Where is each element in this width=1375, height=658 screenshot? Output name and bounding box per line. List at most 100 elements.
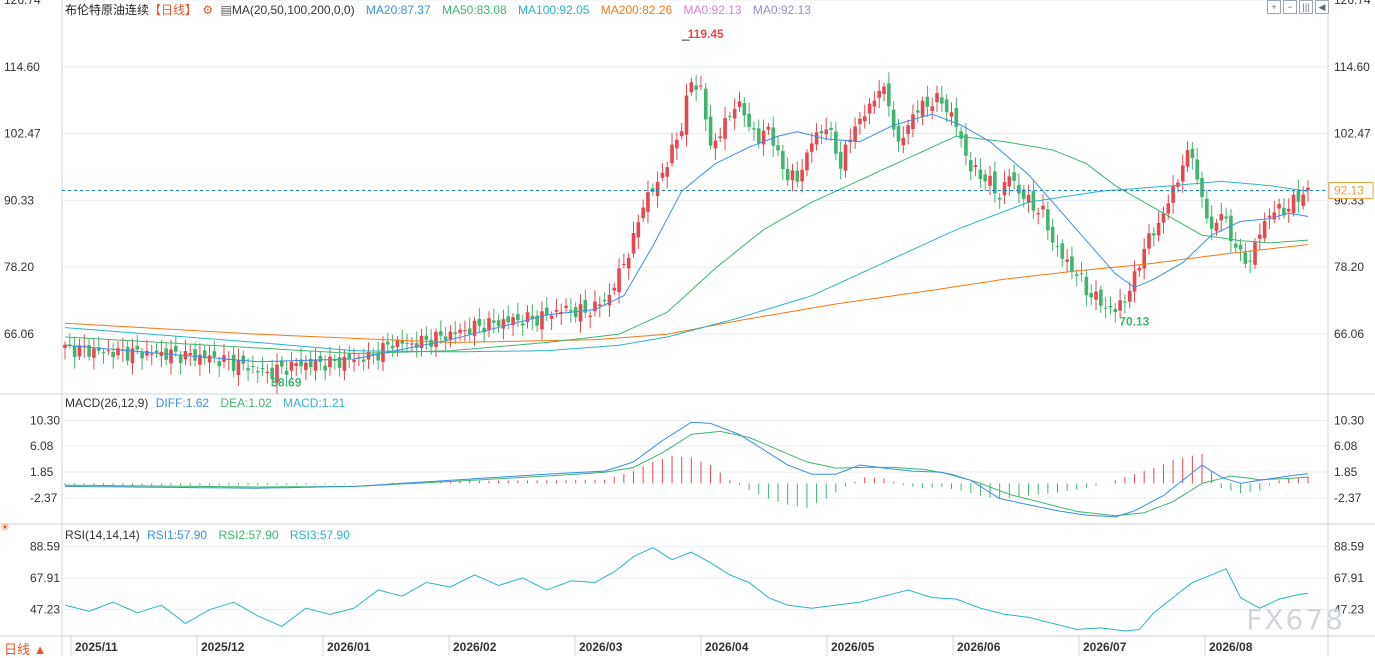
candle-body <box>318 355 323 363</box>
candle-body <box>732 109 737 119</box>
candle-body <box>424 335 429 340</box>
settings-icon[interactable]: ⚙ <box>202 3 214 17</box>
candle-body <box>978 169 983 179</box>
candle-body <box>1272 212 1277 220</box>
zoom-out-icon[interactable]: − <box>1283 0 1297 14</box>
candle-body <box>1050 226 1055 243</box>
candle-body <box>111 352 115 358</box>
candle-body <box>679 131 684 137</box>
candle-body <box>805 152 809 171</box>
candle-body <box>77 345 82 357</box>
candle-body <box>472 320 477 336</box>
low-annotation-2025: 58.69 <box>271 375 301 389</box>
candle-body <box>1233 243 1238 248</box>
candle-body <box>843 144 848 171</box>
candle-body <box>260 368 265 370</box>
x-axis-label: 2026/05 <box>831 640 875 654</box>
candle-body <box>284 370 289 375</box>
rsi-legend: RSI(14,14,14) RSI1:57.90 RSI2:57.90 RSI3… <box>65 528 358 542</box>
bars-icon[interactable]: ||| <box>1299 0 1313 14</box>
candle-body <box>294 363 299 366</box>
candle-body <box>1214 222 1219 232</box>
candle-body <box>636 222 641 238</box>
ma200-line <box>64 244 1309 344</box>
candle-body <box>877 90 882 98</box>
candle-body <box>265 371 270 373</box>
candle-body <box>607 294 612 306</box>
macd-tick-left: 1.85 <box>30 465 54 479</box>
candle-body <box>631 233 636 254</box>
rsi3-value: RSI3:57.90 <box>289 528 350 542</box>
candle-body <box>930 106 935 111</box>
scroll-left-icon[interactable]: ◀ <box>1315 0 1329 14</box>
price-tick-left: 90.33 <box>4 193 34 207</box>
candle-body <box>491 320 496 323</box>
price-tick-left: 102.47 <box>4 127 41 141</box>
macd-diff: DIFF:1.62 <box>155 396 210 410</box>
candle-body <box>944 99 949 113</box>
candle-body <box>289 361 294 371</box>
candle-body <box>1041 205 1045 210</box>
rsi-tick-right: 67.91 <box>1334 571 1364 585</box>
legend-ma200: MA200:82.26 <box>600 3 673 17</box>
candle-body <box>776 145 780 151</box>
macd-diff-line <box>65 421 1309 518</box>
rsi-tick-left: 47.23 <box>30 602 60 616</box>
candle-body <box>747 113 751 127</box>
candle-body <box>87 345 91 357</box>
candle-body <box>1065 259 1069 262</box>
rsi1-value: RSI1:57.90 <box>147 528 208 542</box>
candle-body <box>940 97 944 104</box>
ma50-line <box>64 135 1309 355</box>
candle-body <box>304 362 308 371</box>
candle-body <box>949 112 954 117</box>
candle-body <box>1152 233 1156 236</box>
candle-body <box>419 335 424 349</box>
candle-body <box>328 356 332 368</box>
candle-body <box>814 132 819 145</box>
candle-body <box>448 331 453 340</box>
candle-body <box>178 355 183 364</box>
candle-body <box>1301 194 1305 206</box>
candle-body <box>280 360 284 367</box>
candle-body <box>347 353 352 360</box>
price-legend: 布伦特原油连续【日线】 ⚙ ▤MA(20,50,100,200,0,0) MA2… <box>65 1 819 18</box>
candle-body <box>313 359 318 371</box>
candle-body <box>1205 198 1209 219</box>
candle-body <box>915 110 920 113</box>
candle-body <box>655 181 660 197</box>
zoom-in-icon[interactable]: + <box>1267 0 1281 14</box>
price-tick-left: 126.74 <box>4 0 41 7</box>
period-button[interactable]: 日线 ▲ <box>4 642 47 657</box>
candle-body <box>1070 256 1074 272</box>
candle-body <box>564 305 568 308</box>
candle-body <box>703 88 708 120</box>
candle-body <box>1147 233 1151 249</box>
candle-body <box>1282 208 1286 216</box>
current-price-label: 92.13 <box>1334 183 1364 197</box>
macd-tick-right: 6.08 <box>1334 439 1358 453</box>
legend-symbol: 布伦特原油连续 <box>65 3 150 17</box>
legend-ma-label: MA(20,50,100,200,0,0) <box>231 3 355 17</box>
candle-body <box>1113 308 1118 312</box>
candle-body <box>530 315 535 320</box>
candle-body <box>997 197 1002 200</box>
indicator-icon[interactable]: ▤ <box>220 3 232 17</box>
x-axis-label: 2026/01 <box>327 640 371 654</box>
candle-body <box>781 150 785 169</box>
candle-body <box>1190 148 1195 159</box>
candle-body <box>1017 184 1021 194</box>
candle-body <box>1248 260 1252 262</box>
candle-body <box>405 342 409 344</box>
macd-tick-left: 6.08 <box>30 439 54 453</box>
candle-body <box>241 355 246 364</box>
candle-body <box>1084 276 1089 296</box>
candle-body <box>901 137 906 146</box>
candle-body <box>198 354 202 365</box>
candle-body <box>400 340 405 344</box>
rsi-line <box>64 547 1309 632</box>
candle-body <box>540 311 544 330</box>
candle-body <box>443 336 448 341</box>
candle-body <box>467 328 472 335</box>
